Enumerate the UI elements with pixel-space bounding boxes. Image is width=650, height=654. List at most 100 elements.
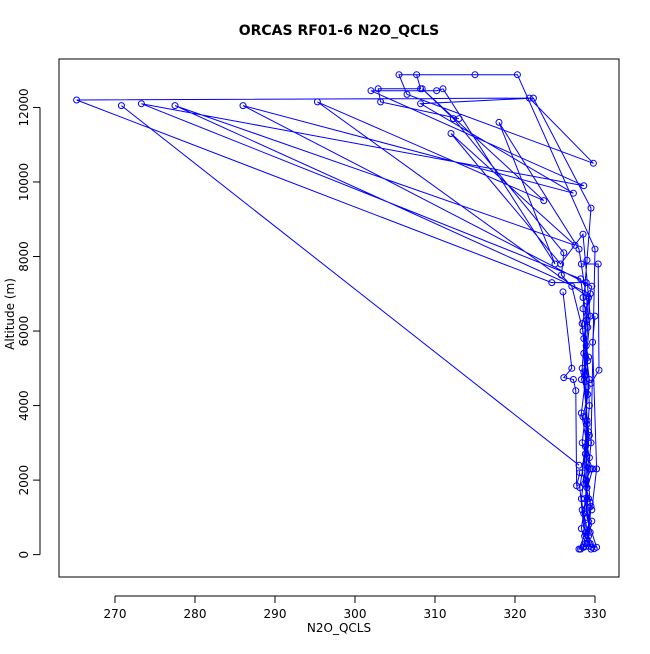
data-point (591, 245, 599, 253)
data-point (580, 182, 588, 190)
data-point (577, 409, 585, 417)
data-point (557, 271, 565, 279)
data-point (586, 528, 594, 536)
data-point (575, 461, 583, 469)
data-point (575, 545, 583, 553)
data-point (582, 279, 590, 287)
data-point (589, 465, 597, 473)
data-point (403, 90, 411, 98)
data-point (575, 245, 583, 253)
data-point (417, 85, 425, 93)
data-point (471, 71, 479, 79)
data-point (581, 495, 589, 503)
data-point (594, 260, 602, 268)
data-point (417, 100, 425, 108)
data-point (579, 230, 587, 238)
data-point (585, 431, 593, 439)
data-point (586, 312, 594, 320)
data-point (585, 532, 593, 540)
data-point (560, 249, 568, 257)
data-point (583, 540, 591, 547)
data-point (583, 417, 591, 424)
data-point (413, 71, 421, 79)
data-point (548, 279, 556, 287)
data-point (569, 189, 577, 197)
data-point (581, 450, 589, 458)
data-point (585, 454, 593, 462)
series-line-3 (377, 74, 460, 120)
data-point (583, 484, 591, 492)
x-tick-label: 330 (584, 607, 607, 621)
data-point (585, 428, 593, 436)
data-point (540, 197, 548, 205)
data-point (595, 366, 603, 374)
data-point (568, 364, 576, 372)
series-line-4 (581, 263, 600, 384)
data-point (583, 256, 591, 264)
data-point (433, 87, 441, 95)
x-tick-label: 300 (344, 607, 367, 621)
data-point (529, 94, 537, 102)
series-line-2 (121, 105, 580, 466)
x-tick-label: 320 (504, 607, 527, 621)
data-point (578, 364, 586, 372)
data-point (137, 100, 145, 108)
data-point (171, 102, 179, 110)
y-tick-label: 10000 (17, 163, 31, 201)
data-point (577, 525, 585, 533)
data-point (576, 469, 584, 477)
data-point (572, 387, 580, 395)
data-point (587, 545, 595, 553)
axes-layer: 270 280 290 300 310 320 330 0 2000 4000 6000 8000 10… (17, 88, 606, 621)
data-point (495, 118, 503, 126)
data-point (313, 98, 321, 106)
data-point (591, 312, 599, 320)
data-point (568, 282, 576, 290)
y-tick-label: 2000 (17, 465, 31, 496)
chart-title: ORCAS RF01-6 N2O_QCLS (239, 23, 440, 39)
data-point (579, 413, 587, 421)
data-point (585, 294, 593, 301)
y-tick-label: 0 (17, 551, 31, 559)
data-point (377, 98, 385, 106)
data-point (578, 506, 586, 514)
data-point (586, 499, 594, 506)
y-axis-label: Altitude (m) (3, 278, 17, 350)
y-tick-label: 12000 (17, 88, 31, 126)
data-point (588, 506, 596, 514)
data-point (374, 85, 382, 93)
data-point (585, 521, 593, 529)
data-point (557, 260, 565, 268)
data-point (577, 260, 585, 268)
data-point (587, 204, 595, 212)
data-point (573, 482, 581, 490)
data-point (593, 465, 601, 473)
data-point (579, 327, 587, 335)
series-layer (73, 71, 603, 553)
data-point (589, 338, 597, 346)
data-point (73, 96, 81, 104)
series-line-1 (562, 291, 581, 486)
data-point (585, 353, 593, 361)
data-point (569, 376, 577, 383)
data-point (577, 495, 585, 503)
x-tick-label: 270 (104, 607, 127, 621)
x-axis-label: N2O_QCLS (307, 621, 371, 635)
data-point (582, 342, 590, 350)
data-point (587, 502, 595, 510)
data-point (588, 282, 596, 290)
data-point (580, 368, 588, 376)
data-point (560, 374, 568, 382)
x-tick-label: 280 (184, 607, 207, 621)
data-point (585, 402, 593, 410)
data-point (578, 439, 586, 447)
data-point (455, 115, 463, 123)
data-point (583, 420, 591, 428)
x-tick-label: 290 (264, 607, 287, 621)
y-tick-label: 8000 (17, 241, 31, 272)
data-point (578, 469, 586, 477)
x-tick-label: 310 (424, 607, 447, 621)
